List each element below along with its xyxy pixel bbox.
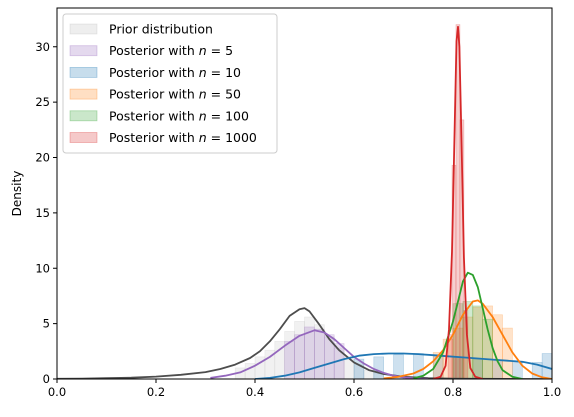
x-tick-label: 0.2 [147, 385, 165, 399]
legend-label: Posterior with n = 5 [109, 43, 233, 58]
histogram-bar [333, 347, 345, 379]
legend-swatch [69, 23, 98, 35]
x-tick-label: 1.0 [543, 385, 561, 399]
y-tick-label: 30 [35, 40, 50, 54]
legend-swatch [69, 67, 98, 78]
legend-label: Posterior with n = 1000 [109, 130, 257, 145]
y-tick-label: 15 [35, 206, 50, 220]
x-tick-label: 0.6 [345, 385, 363, 399]
histogram-bar [472, 306, 483, 379]
histogram-bar [455, 24, 461, 379]
legend: Prior distribution Posterior with n = 5 Po… [62, 13, 278, 154]
y-tick-label: 10 [35, 261, 50, 275]
histogram-bar [274, 341, 285, 379]
histogram-bar [432, 352, 444, 379]
density-curve-4 [413, 271, 523, 379]
axes-frame [56, 7, 553, 380]
histogram-bar [294, 334, 305, 379]
histogram-bar [393, 354, 404, 379]
y-tick-label: 0 [43, 372, 50, 386]
y-axis: 0 5 10 15 20 25 30 [35, 40, 57, 386]
density-curve-1 [210, 329, 429, 379]
histogram-bar [373, 356, 384, 379]
legend-label: Prior distribution [109, 22, 213, 37]
histogram-bar [284, 341, 295, 379]
histogram-bar [531, 362, 543, 379]
legend-swatch [69, 88, 98, 100]
density-curve-0 [57, 307, 552, 379]
x-tick-label: 0.4 [246, 385, 264, 399]
y-tick-label: 25 [35, 95, 50, 109]
legend-label: Posterior with n = 10 [109, 65, 241, 80]
density-curve-5 [432, 25, 483, 379]
series-layer [57, 24, 552, 379]
histogram-bar [482, 305, 493, 379]
density-curve-3 [383, 299, 552, 379]
y-axis-label: Density [10, 171, 24, 217]
legend-label: Posterior with n = 100 [109, 108, 249, 123]
legend-swatch [69, 45, 98, 57]
legend-swatch [69, 110, 98, 122]
y-tick-label: 5 [43, 317, 50, 331]
legend-box [62, 13, 278, 154]
legend-swatch [69, 132, 98, 143]
histogram-bar [314, 328, 325, 379]
histogram-bar [353, 358, 365, 379]
x-tick-label: 0.8 [444, 385, 462, 399]
x-axis: 0.0 0.2 0.4 0.6 0.8 1.0 [48, 379, 561, 399]
legend-label: Posterior with n = 50 [109, 87, 241, 102]
histogram-bar [472, 305, 483, 379]
y-tick-label: 20 [35, 151, 50, 165]
plot-area [57, 24, 552, 379]
series-2 [353, 353, 552, 379]
x-tick-label: 0.0 [48, 385, 66, 399]
histogram-bar [323, 334, 335, 379]
density-curve-2 [254, 352, 552, 379]
